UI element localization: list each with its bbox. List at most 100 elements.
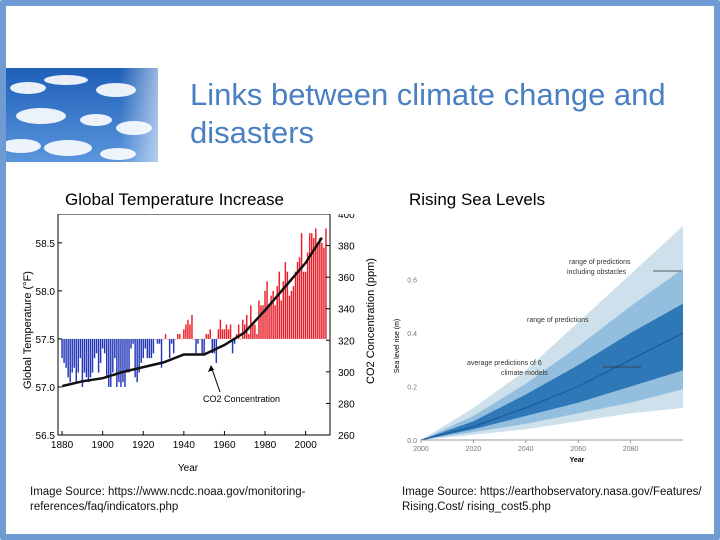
temperature-bar <box>290 290 293 339</box>
temperature-bar <box>156 338 159 344</box>
temperature-bar <box>246 314 248 339</box>
slide-title: Links between climate change and disaste… <box>190 77 666 150</box>
temperature-bar <box>112 338 114 373</box>
temperature-bar <box>321 242 323 339</box>
temperature-bar <box>152 338 155 354</box>
temperature-bar <box>229 324 232 339</box>
temperature-bar <box>160 338 163 368</box>
sea-level-x-axis-label: Year <box>570 457 585 464</box>
temperature-bar <box>231 338 234 354</box>
sky-cloud-image <box>6 68 158 162</box>
temperature-bar <box>146 338 149 359</box>
temperature-heading: Global Temperature Increase <box>65 190 284 209</box>
co2-y-tick-label: 360 <box>338 273 355 284</box>
temperature-bar <box>175 338 177 340</box>
temperature-bar <box>71 338 73 373</box>
temperature-bar <box>319 238 321 339</box>
temperature-bar <box>181 338 183 340</box>
temperature-bar <box>144 338 147 349</box>
sea-level-chart: 0.0 0.2 0.4 0.6 2000 2020 2040 2060 2080 Sea le… <box>394 226 684 464</box>
temperature-bar <box>116 338 118 387</box>
temperature-bar <box>282 281 285 339</box>
temperature-bar <box>83 338 86 373</box>
temperature-bar <box>241 319 244 339</box>
temperature-bar <box>284 262 287 339</box>
temperature-bar <box>266 281 268 339</box>
temperature-bar <box>187 319 189 339</box>
temperature-bar <box>211 338 213 354</box>
temperature-bar <box>140 338 142 363</box>
temperature-bar <box>203 338 205 354</box>
sea-inner-band <box>421 303 683 440</box>
temperature-bar <box>185 324 187 339</box>
temperature-bar <box>168 338 171 359</box>
temperature-bar <box>150 338 153 359</box>
temperature-bar <box>95 338 98 354</box>
temperature-bar <box>256 334 258 339</box>
temperature-bar <box>325 228 327 339</box>
temperature-bar <box>288 295 291 339</box>
temperature-bar <box>250 305 252 339</box>
temperature-bar <box>101 338 104 349</box>
sea-x-tick-label: 2020 <box>466 446 482 453</box>
co2-annotation-arrowhead <box>208 365 214 372</box>
temperature-bar <box>233 338 236 344</box>
temperature-bar <box>294 271 297 339</box>
temperature-bar <box>93 338 96 359</box>
co2-annotation: CO2 Concentration <box>203 394 280 404</box>
temperature-bar <box>262 305 264 339</box>
temperature-bar <box>201 338 203 354</box>
temperature-bar <box>252 324 254 339</box>
temperature-bar <box>69 338 71 383</box>
co2-y-tick-label: 380 <box>338 242 355 253</box>
temperature-bar <box>300 233 303 339</box>
temperature-bar <box>193 338 195 340</box>
year-x-ticks: 1880 1900 1920 1940 1960 1980 2000 <box>51 431 317 451</box>
temperature-bar <box>292 286 295 339</box>
temperature-bar <box>134 338 136 378</box>
sea-average-line <box>420 332 684 441</box>
temperature-image-source: Image Source: https://www.ncdc.noaa.gov/… <box>30 486 306 513</box>
co2-y-tick-label: 320 <box>338 336 355 347</box>
temperature-bar <box>105 338 108 378</box>
temperature-y-tick-label: 58.5 <box>36 239 56 250</box>
temperature-bar <box>85 338 88 378</box>
sea-annotation-range-obstacles: range of predictions including obstacles <box>567 259 631 276</box>
temperature-co2-chart: 56.5 57.0 57.5 58.0 58.5 260 280 300 320 340 360 3… <box>22 214 377 472</box>
temperature-bar <box>311 233 313 339</box>
temperature-bar <box>313 238 315 339</box>
temperature-bar <box>179 334 181 339</box>
temperature-bar <box>248 334 250 339</box>
sea-y-tick-label: 0.4 <box>407 331 417 338</box>
temperature-bar <box>308 233 311 339</box>
year-tick-label: 1900 <box>92 440 115 451</box>
temperature-bar <box>89 338 92 378</box>
temperature-bar <box>225 324 228 339</box>
temperature-bar <box>67 338 69 378</box>
temperature-bar <box>296 262 299 339</box>
temperature-bar <box>114 338 116 359</box>
temperature-bar <box>195 338 197 354</box>
temperature-bar <box>239 338 242 340</box>
temperature-y-tick-label: 57.5 <box>36 335 56 346</box>
temperature-bar <box>108 338 110 387</box>
temperature-bar <box>118 338 120 383</box>
temperature-bar <box>154 338 157 340</box>
temperature-bar <box>148 338 151 359</box>
temperature-bar <box>120 338 122 387</box>
temperature-y-ticks: 56.5 57.0 57.5 58.0 58.5 <box>36 239 62 442</box>
temperature-bar <box>258 300 260 339</box>
temperature-bar <box>304 271 307 339</box>
temperature-bar <box>170 338 173 344</box>
co2-y-axis-label: CO2 Concentration (ppm) <box>365 258 377 384</box>
temperature-bar <box>270 295 272 339</box>
year-tick-label: 2000 <box>295 440 318 451</box>
year-tick-label: 1940 <box>173 440 196 451</box>
temperature-bar <box>177 334 179 339</box>
sea-y-tick-label: 0.6 <box>407 278 417 285</box>
temperature-bar <box>306 252 309 339</box>
temperature-bar <box>97 338 100 373</box>
temperature-bar <box>103 338 106 354</box>
co2-concentration-line <box>61 237 323 388</box>
temperature-bar <box>110 338 112 387</box>
